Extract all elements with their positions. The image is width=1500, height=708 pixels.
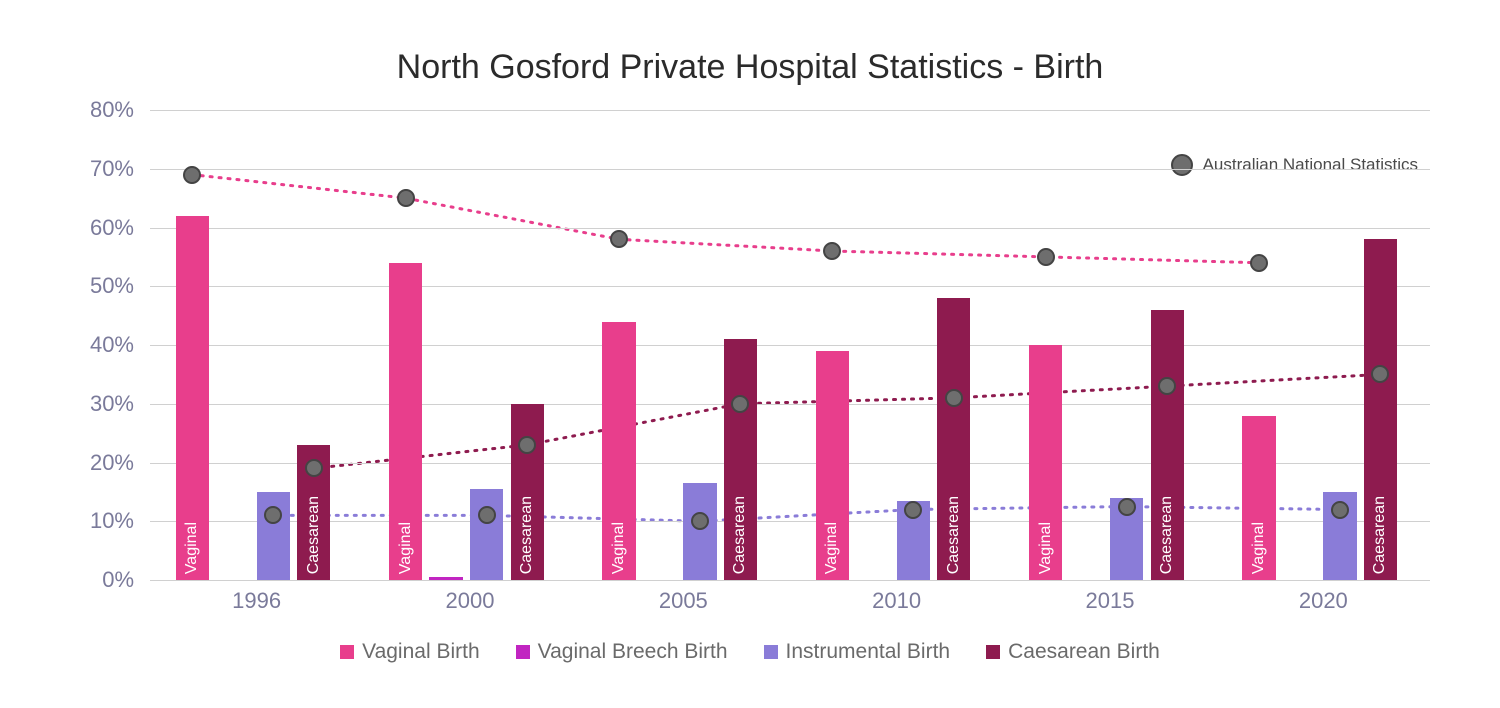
- x-axis-tick: 2020: [1273, 588, 1373, 614]
- bar-label-caesarean: Caesarean: [1371, 496, 1389, 574]
- bar-vaginal: Vaginal: [389, 263, 422, 580]
- legend-national-dot-icon: [1171, 154, 1193, 176]
- national-marker-instrumental: [264, 506, 282, 524]
- national-marker-vaginal: [397, 189, 415, 207]
- legend-item-caesarean: Caesarean Birth: [986, 640, 1160, 664]
- chart-title: North Gosford Private Hospital Statistic…: [0, 0, 1500, 97]
- bar-label-caesarean: Caesarean: [731, 496, 749, 574]
- national-marker-vaginal: [610, 230, 628, 248]
- legend-swatch-icon: [516, 645, 530, 659]
- x-axis-tick: 1996: [207, 588, 307, 614]
- bar-label-caesarean: Caesarean: [945, 496, 963, 574]
- y-axis-tick: 40%: [74, 332, 134, 358]
- bar-caesarean: Caesarean: [1151, 310, 1184, 580]
- bar-vaginal: Vaginal: [1029, 345, 1062, 580]
- legend-label: Vaginal Birth: [362, 640, 480, 664]
- national-marker-instrumental: [691, 512, 709, 530]
- national-marker-caesarean: [945, 389, 963, 407]
- national-marker-vaginal: [823, 242, 841, 260]
- legend-swatch-icon: [764, 645, 778, 659]
- x-axis-tick: 2010: [847, 588, 947, 614]
- bar-caesarean: Caesarean: [724, 339, 757, 580]
- bar-label-vaginal: Vaginal: [823, 522, 841, 574]
- legend-label: Instrumental Birth: [786, 640, 951, 664]
- bar-vaginal: Vaginal: [816, 351, 849, 580]
- national-marker-caesarean: [1371, 365, 1389, 383]
- legend-national-statistics: Australian National Statistics: [1171, 154, 1418, 176]
- national-marker-caesarean: [1158, 377, 1176, 395]
- national-marker-instrumental: [1118, 498, 1136, 516]
- national-marker-vaginal: [183, 166, 201, 184]
- bar-label-vaginal: Vaginal: [397, 522, 415, 574]
- y-axis-tick: 10%: [74, 508, 134, 534]
- legend-item-vaginal: Vaginal Birth: [340, 640, 480, 664]
- gridline: [150, 404, 1430, 405]
- legend-item-instrumental: Instrumental Birth: [764, 640, 951, 664]
- legend-national-label: Australian National Statistics: [1203, 155, 1418, 175]
- gridline: [150, 228, 1430, 229]
- bar-caesarean: Caesarean: [937, 298, 970, 580]
- legend-label: Vaginal Breech Birth: [538, 640, 728, 664]
- national-marker-instrumental: [478, 506, 496, 524]
- bar-label-caesarean: Caesarean: [518, 496, 536, 574]
- bar-instrumental: [683, 483, 716, 580]
- chart-area: Australian National Statistics 0%10%20%3…: [80, 110, 1440, 580]
- bar-vaginal: Vaginal: [176, 216, 209, 580]
- bar-vaginal: Vaginal: [602, 322, 635, 581]
- bar-caesarean: Caesarean: [1364, 239, 1397, 580]
- y-axis-tick: 70%: [74, 156, 134, 182]
- gridline: [150, 110, 1430, 111]
- x-axis-tick: 2015: [1060, 588, 1160, 614]
- legend-label: Caesarean Birth: [1008, 640, 1160, 664]
- national-marker-instrumental: [904, 501, 922, 519]
- bar-vaginal: Vaginal: [1242, 416, 1275, 581]
- bar-instrumental: [257, 492, 290, 580]
- bar-label-caesarean: Caesarean: [1158, 496, 1176, 574]
- plot-area: Australian National Statistics 0%10%20%3…: [150, 110, 1430, 580]
- legend-series: Vaginal Birth Vaginal Breech Birth Instrum…: [0, 640, 1500, 665]
- y-axis-tick: 80%: [74, 97, 134, 123]
- legend-item-breech: Vaginal Breech Birth: [516, 640, 728, 664]
- national-marker-caesarean: [518, 436, 536, 454]
- bar-caesarean: Caesarean: [511, 404, 544, 580]
- legend-swatch-icon: [986, 645, 1000, 659]
- bar-breech: [429, 577, 462, 580]
- gridline: [150, 580, 1430, 581]
- gridline: [150, 169, 1430, 170]
- gridline: [150, 521, 1430, 522]
- x-axis-tick: 2000: [420, 588, 520, 614]
- national-marker-caesarean: [305, 459, 323, 477]
- national-marker-vaginal: [1250, 254, 1268, 272]
- national-marker-caesarean: [731, 395, 749, 413]
- y-axis-tick: 60%: [74, 215, 134, 241]
- y-axis-tick: 20%: [74, 450, 134, 476]
- gridline: [150, 463, 1430, 464]
- bar-label-vaginal: Vaginal: [1037, 522, 1055, 574]
- gridline: [150, 286, 1430, 287]
- bar-label-vaginal: Vaginal: [610, 522, 628, 574]
- bar-instrumental: [470, 489, 503, 580]
- y-axis-tick: 0%: [74, 567, 134, 593]
- x-axis-tick: 2005: [633, 588, 733, 614]
- legend-swatch-icon: [340, 645, 354, 659]
- bar-label-vaginal: Vaginal: [1250, 522, 1268, 574]
- gridline: [150, 345, 1430, 346]
- national-marker-vaginal: [1037, 248, 1055, 266]
- y-axis-tick: 50%: [74, 273, 134, 299]
- national-marker-instrumental: [1331, 501, 1349, 519]
- bar-label-caesarean: Caesarean: [305, 496, 323, 574]
- y-axis-tick: 30%: [74, 391, 134, 417]
- bar-label-vaginal: Vaginal: [183, 522, 201, 574]
